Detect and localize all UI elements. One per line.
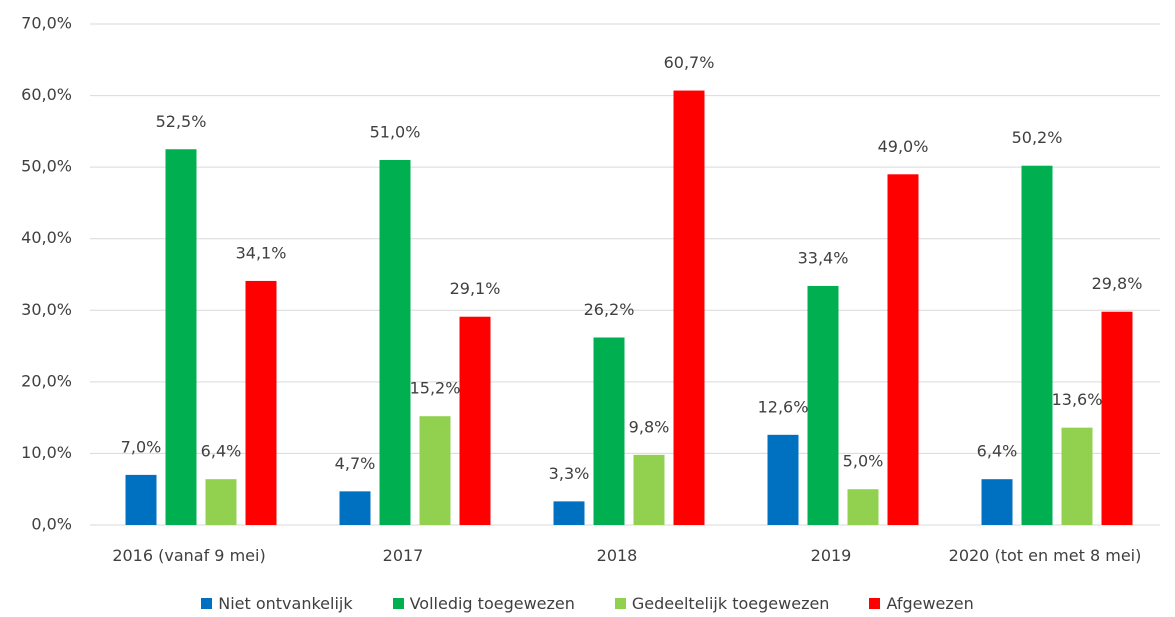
- y-tick-label: 30,0%: [21, 300, 72, 319]
- y-tick-label: 10,0%: [21, 443, 72, 462]
- y-tick-label: 70,0%: [21, 14, 72, 33]
- x-tick-label: 2017: [382, 546, 424, 565]
- bar: [807, 285, 839, 525]
- value-label: 52,5%: [156, 112, 207, 131]
- x-tick-label: 2016 (vanaf 9 mei): [112, 546, 266, 565]
- value-label: 9,8%: [629, 417, 670, 436]
- value-label: 29,8%: [1092, 274, 1143, 293]
- bar: [633, 454, 665, 525]
- legend-swatch: [392, 598, 404, 609]
- bar: [205, 479, 237, 525]
- legend-label: Gedeeltelijk toegewezen: [631, 594, 830, 613]
- value-label: 5,0%: [843, 452, 884, 471]
- bar: [245, 280, 277, 525]
- legend-label: Niet ontvankelijk: [218, 594, 353, 613]
- value-label: 26,2%: [584, 300, 635, 319]
- legend-item: Volledig toegewezen: [392, 594, 575, 613]
- bar: [887, 174, 919, 526]
- y-tick-label: 20,0%: [21, 371, 72, 390]
- x-tick-label: 2019: [810, 546, 852, 565]
- bar: [379, 159, 411, 525]
- value-label: 60,7%: [664, 53, 715, 72]
- legend-swatch: [614, 598, 626, 609]
- value-label: 7,0%: [121, 437, 162, 456]
- legend-label: Volledig toegewezen: [409, 594, 575, 613]
- legend-item: Gedeeltelijk toegewezen: [614, 594, 830, 613]
- bar: [1021, 165, 1053, 525]
- legend-item: Afgewezen: [869, 594, 974, 613]
- bar: [339, 491, 371, 525]
- value-label: 29,1%: [450, 279, 501, 298]
- legend-swatch: [869, 598, 881, 609]
- bar: [1101, 311, 1133, 525]
- bar: [165, 149, 197, 525]
- bar: [553, 501, 585, 525]
- legend-label: Afgewezen: [886, 594, 974, 613]
- x-tick-label: 2018: [596, 546, 638, 565]
- bar: [1061, 427, 1093, 525]
- value-label: 50,2%: [1012, 128, 1063, 147]
- y-tick-label: 60,0%: [21, 85, 72, 104]
- value-label: 3,3%: [549, 464, 590, 483]
- bar: [593, 337, 625, 525]
- value-label: 49,0%: [878, 137, 929, 156]
- value-label: 12,6%: [758, 397, 809, 416]
- value-label: 15,2%: [410, 379, 461, 398]
- legend-item: Niet ontvankelijk: [201, 594, 353, 613]
- bar: [767, 434, 799, 525]
- legend-swatch: [201, 598, 213, 609]
- value-label: 13,6%: [1052, 390, 1103, 409]
- bar: [981, 479, 1013, 525]
- bar: [125, 474, 157, 525]
- bar: [459, 316, 491, 525]
- y-tick-label: 0,0%: [31, 515, 72, 534]
- x-tick-label: 2020 (tot en met 8 mei): [948, 546, 1142, 565]
- value-label: 33,4%: [798, 248, 849, 267]
- y-tick-label: 50,0%: [21, 157, 72, 176]
- bar: [419, 416, 451, 525]
- legend: Niet ontvankelijk Volledig toegewezen Gede…: [0, 594, 1175, 613]
- value-label: 6,4%: [977, 442, 1018, 461]
- value-label: 6,4%: [201, 442, 242, 461]
- value-label: 51,0%: [370, 122, 421, 141]
- value-label: 4,7%: [335, 454, 376, 473]
- value-label: 34,1%: [236, 243, 287, 262]
- bar: [673, 90, 705, 525]
- y-tick-label: 40,0%: [21, 228, 72, 247]
- bar: [847, 489, 879, 525]
